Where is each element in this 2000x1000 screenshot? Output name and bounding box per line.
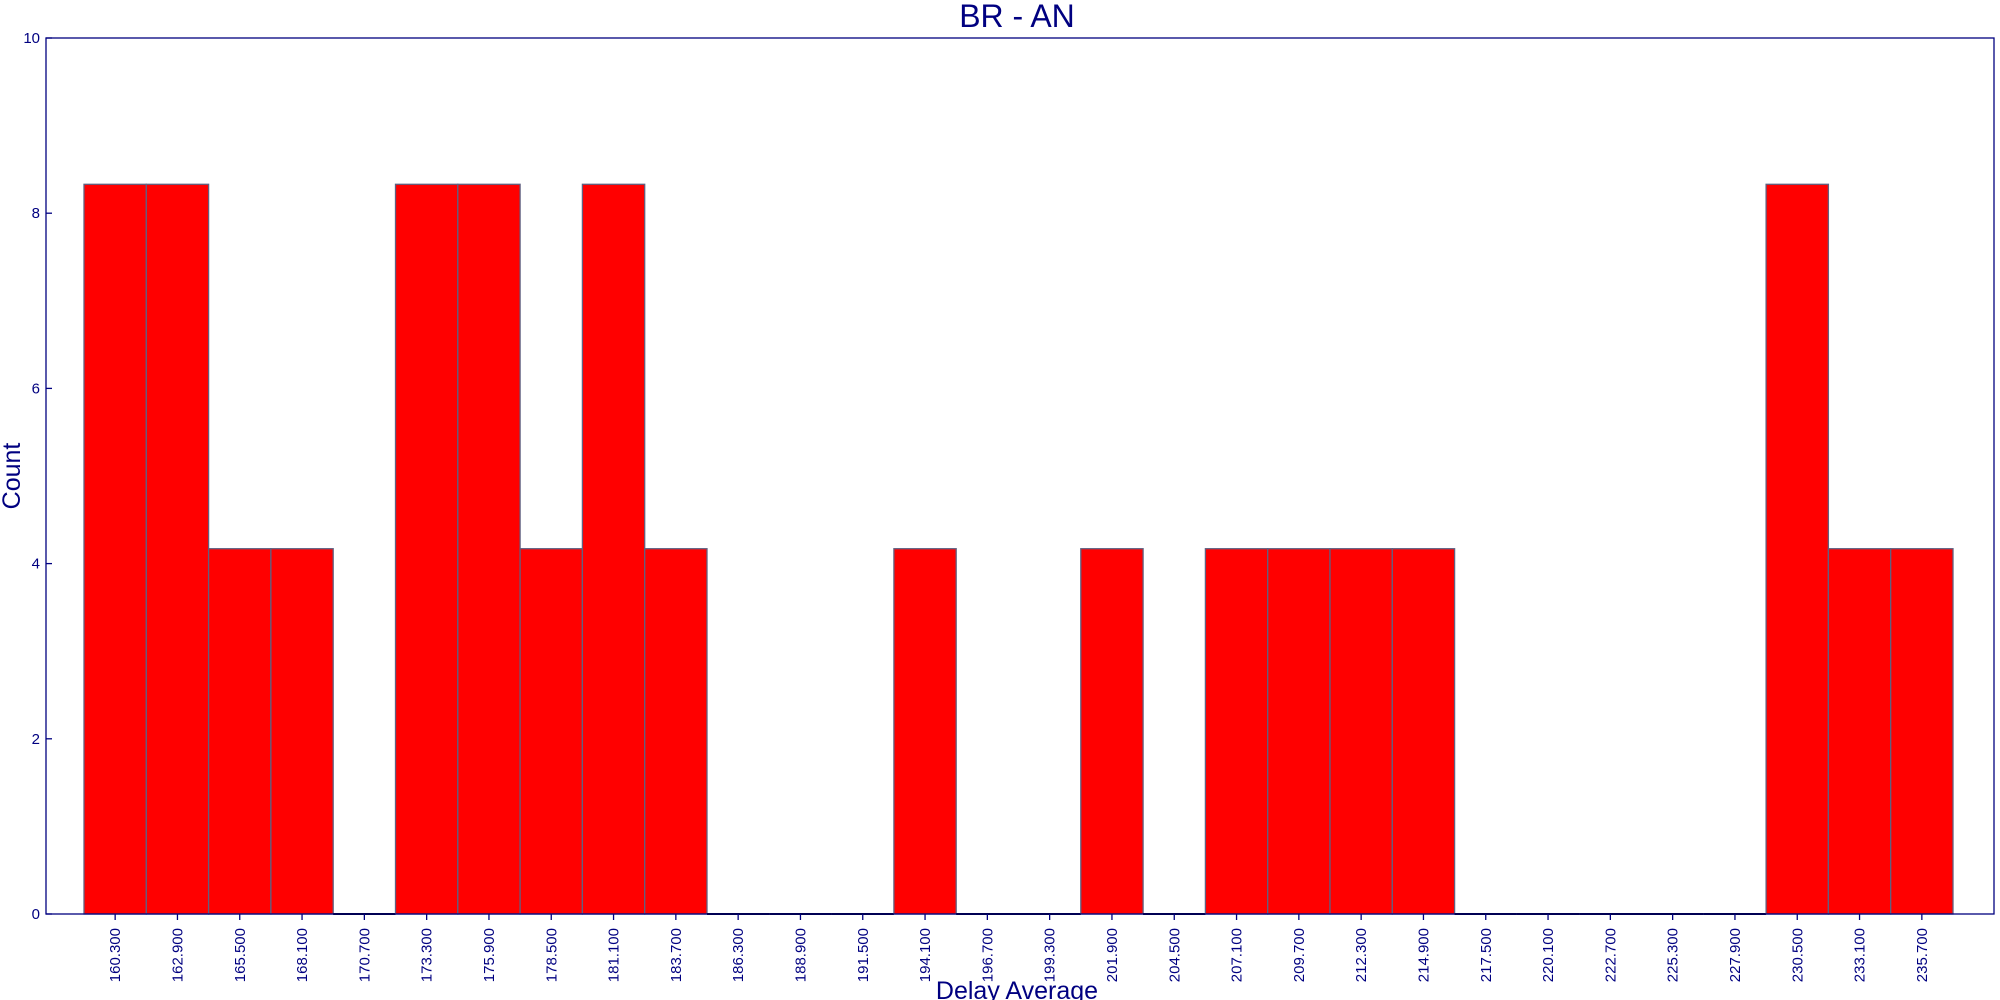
y-tick-label: 8 — [32, 205, 40, 222]
bar — [644, 548, 708, 915]
x-tick-label: 160.300 — [107, 928, 124, 982]
x-tick-label: 204.500 — [1166, 928, 1183, 982]
bar — [270, 548, 334, 915]
x-tick-label: 168.100 — [294, 928, 311, 982]
bar — [1329, 548, 1393, 915]
y-tick-label: 0 — [32, 906, 40, 923]
x-tick-label: 220.100 — [1540, 928, 1557, 982]
chart-title: BR - AN — [959, 0, 1075, 34]
bar — [1890, 548, 1954, 915]
x-tick-label: 178.500 — [543, 928, 560, 982]
x-tick-label: 225.300 — [1665, 928, 1682, 982]
bar — [457, 183, 521, 915]
bar — [145, 183, 210, 915]
x-tick-label: 194.100 — [917, 928, 934, 982]
y-axis: 0 2 4 6 8 10 — [23, 30, 52, 923]
bar — [893, 548, 957, 915]
bar — [1827, 548, 1892, 915]
x-tick-label: 222.700 — [1602, 928, 1619, 982]
x-tick-label: 235.700 — [1914, 928, 1931, 982]
x-tick-label: 207.100 — [1229, 928, 1246, 982]
x-tick-label: 181.100 — [606, 928, 623, 982]
bar — [581, 183, 646, 915]
x-tick-label: 214.900 — [1415, 928, 1432, 982]
x-tick-label: 183.700 — [668, 928, 685, 982]
y-tick-label: 2 — [32, 731, 40, 748]
x-tick-label: 196.700 — [979, 928, 996, 982]
bar — [1204, 548, 1269, 915]
x-tick-label: 217.500 — [1478, 928, 1495, 982]
x-tick-label: 209.700 — [1291, 928, 1308, 982]
y-tick-label: 6 — [32, 380, 40, 397]
x-tick-label: 162.900 — [169, 928, 186, 982]
bar — [519, 548, 584, 915]
x-tick-label: 175.900 — [481, 928, 498, 982]
y-tick-label: 4 — [32, 556, 40, 573]
x-tick-label: 230.500 — [1789, 928, 1806, 982]
x-tick-label: 191.500 — [855, 928, 872, 982]
x-tick-label: 170.700 — [356, 928, 373, 982]
x-tick-label: 212.300 — [1353, 928, 1370, 982]
bar — [1267, 548, 1331, 915]
bar-series — [83, 183, 1954, 915]
x-tick-label: 233.100 — [1852, 928, 1869, 982]
y-tick-label: 10 — [23, 30, 40, 47]
x-tick-label: 173.300 — [419, 928, 436, 982]
bar — [1391, 548, 1456, 915]
bar — [394, 183, 459, 915]
x-tick-label: 186.300 — [730, 928, 747, 982]
bar — [1080, 548, 1144, 915]
bar — [207, 548, 272, 915]
bar — [1765, 183, 1830, 915]
y-axis-title: Count — [0, 443, 26, 510]
x-tick-label: 227.900 — [1727, 928, 1744, 982]
x-axis-title: Delay Average — [936, 977, 1098, 1000]
x-tick-label: 201.900 — [1104, 928, 1121, 982]
x-tick-label: 165.500 — [232, 928, 249, 982]
x-axis: 160.300 162.900 165.500 168.100 170.700 173.3… — [107, 914, 1931, 982]
x-tick-label: 199.300 — [1042, 928, 1059, 982]
bar — [83, 183, 147, 915]
x-tick-label: 188.900 — [792, 928, 809, 982]
plot-frame — [45, 37, 1995, 915]
